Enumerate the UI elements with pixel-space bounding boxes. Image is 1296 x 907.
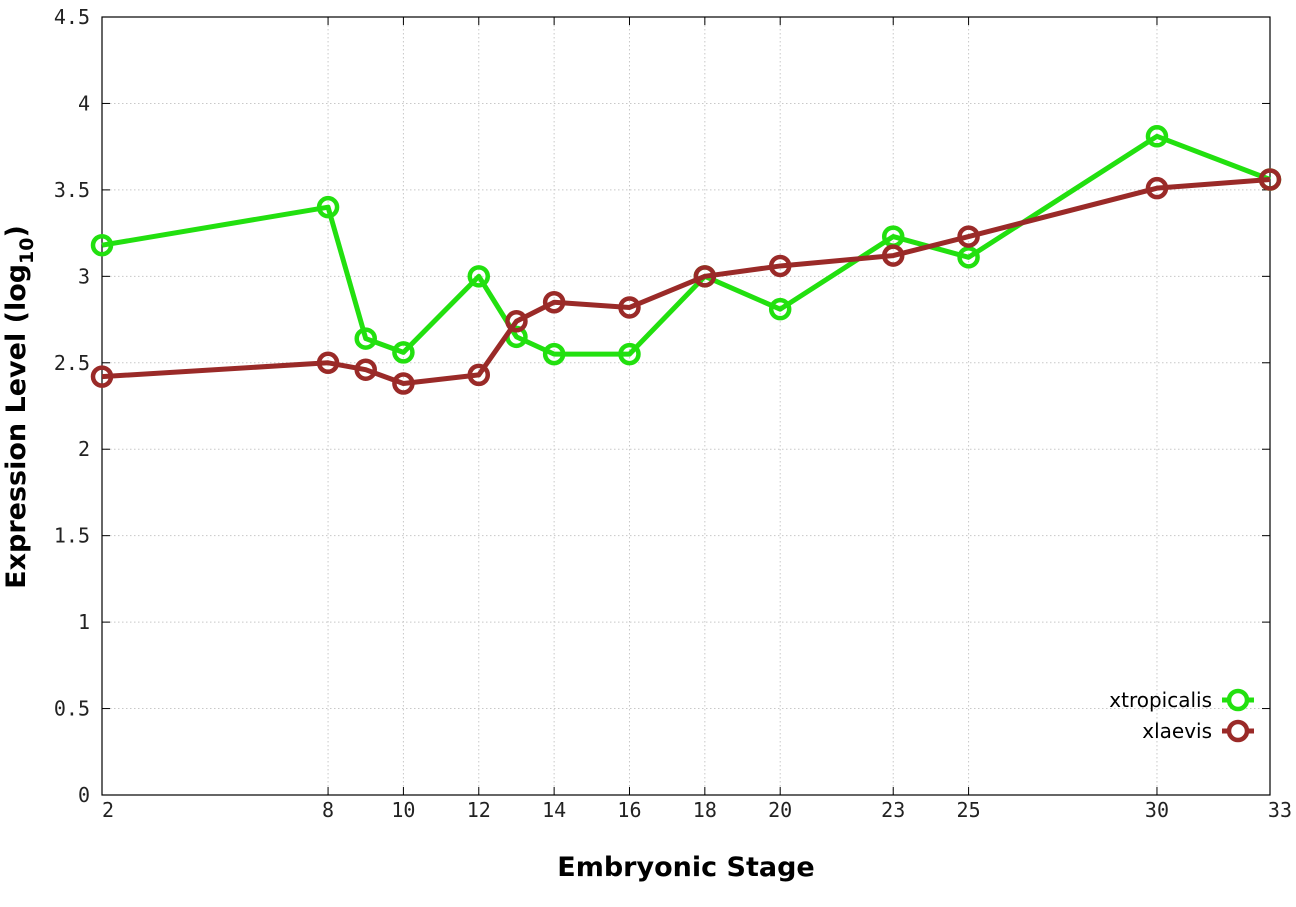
plot-frame [101, 16, 1271, 796]
x-axis-title: Embryonic Stage [557, 852, 814, 883]
data-point-xlaevis [693, 265, 717, 288]
legend-marker-xtropicalis [1226, 688, 1250, 712]
x-tick-label: 14 [542, 798, 566, 822]
series-line-xtropicalis [101, 133, 1271, 357]
y-tick-label: 3 [78, 264, 90, 288]
data-point-xlaevis [1145, 176, 1169, 200]
grid [102, 17, 1270, 795]
data-point-xtropicalis [90, 233, 114, 257]
x-tick-label: 18 [693, 798, 717, 822]
y-axis-title-subscript: 10 [16, 237, 38, 263]
data-point-xlaevis [90, 365, 114, 388]
axis-ticks: 2 8 10 12 14 16 18 20 23 25 30 33 0 0.5 1 1.5 2 2.5 3 3.5 4 4… [54, 5, 1292, 822]
data-point-xtropicalis [542, 342, 566, 366]
series-line-xlaevis [101, 177, 1271, 387]
x-tick-label: 12 [467, 798, 491, 822]
y-tick-label: 0 [78, 783, 90, 807]
x-tick-label: 10 [391, 798, 415, 822]
data-point-xlaevis [542, 291, 566, 314]
y-tick-label: 4.5 [54, 5, 90, 29]
data-point-xlaevis [768, 254, 792, 278]
data-point-xtropicalis [467, 265, 491, 288]
data-point-xtropicalis [768, 297, 792, 321]
data-point-xlaevis [505, 310, 528, 333]
series-xlaevis [90, 168, 1282, 395]
data-point-xtropicalis [316, 195, 340, 219]
x-tick-label: 16 [617, 798, 641, 822]
data-point-xtropicalis [1145, 125, 1169, 148]
data-point-xlaevis [354, 358, 377, 381]
y-tick-label: 2.5 [54, 351, 90, 375]
x-tick-label: 25 [957, 798, 981, 822]
x-tick-label: 8 [322, 798, 334, 822]
x-tick-label: 20 [768, 798, 792, 822]
y-axis-title-main: Expression Level (log [1, 264, 32, 589]
legend-label-xtropicalis: xtropicalis [1109, 688, 1212, 712]
x-tick-label: 23 [881, 798, 905, 822]
y-tick-label: 0.5 [54, 697, 90, 721]
y-axis-title: Expression Level (log10) [1, 225, 38, 589]
data-point-xtropicalis [957, 246, 980, 269]
series-xtropicalis [90, 125, 1282, 366]
data-point-xtropicalis [354, 327, 377, 350]
data-point-xlaevis [467, 363, 491, 387]
data-point-xlaevis [618, 296, 641, 319]
x-tick-label: 30 [1145, 798, 1169, 822]
y-tick-label: 3.5 [54, 178, 90, 202]
data-point-xtropicalis [392, 341, 415, 364]
legend-marker-xlaevis [1226, 719, 1250, 743]
series [90, 125, 1282, 395]
data-point-xtropicalis [618, 342, 641, 366]
y-axis-title-close: ) [1, 225, 32, 237]
data-point-xlaevis [957, 225, 980, 248]
data-point-xlaevis [392, 372, 415, 395]
y-tick-label: 1 [78, 610, 90, 634]
y-tick-label: 4 [78, 91, 90, 115]
legend: xtropicalis xlaevis [1109, 688, 1254, 743]
y-tick-label: 1.5 [54, 524, 90, 548]
x-tick-label: 2 [102, 798, 114, 822]
y-tick-label: 2 [78, 437, 90, 461]
data-point-xlaevis [1258, 168, 1282, 191]
legend-label-xlaevis: xlaevis [1142, 719, 1212, 743]
x-tick-label: 33 [1268, 798, 1292, 822]
data-point-xlaevis [881, 244, 905, 267]
data-point-xlaevis [316, 351, 340, 375]
